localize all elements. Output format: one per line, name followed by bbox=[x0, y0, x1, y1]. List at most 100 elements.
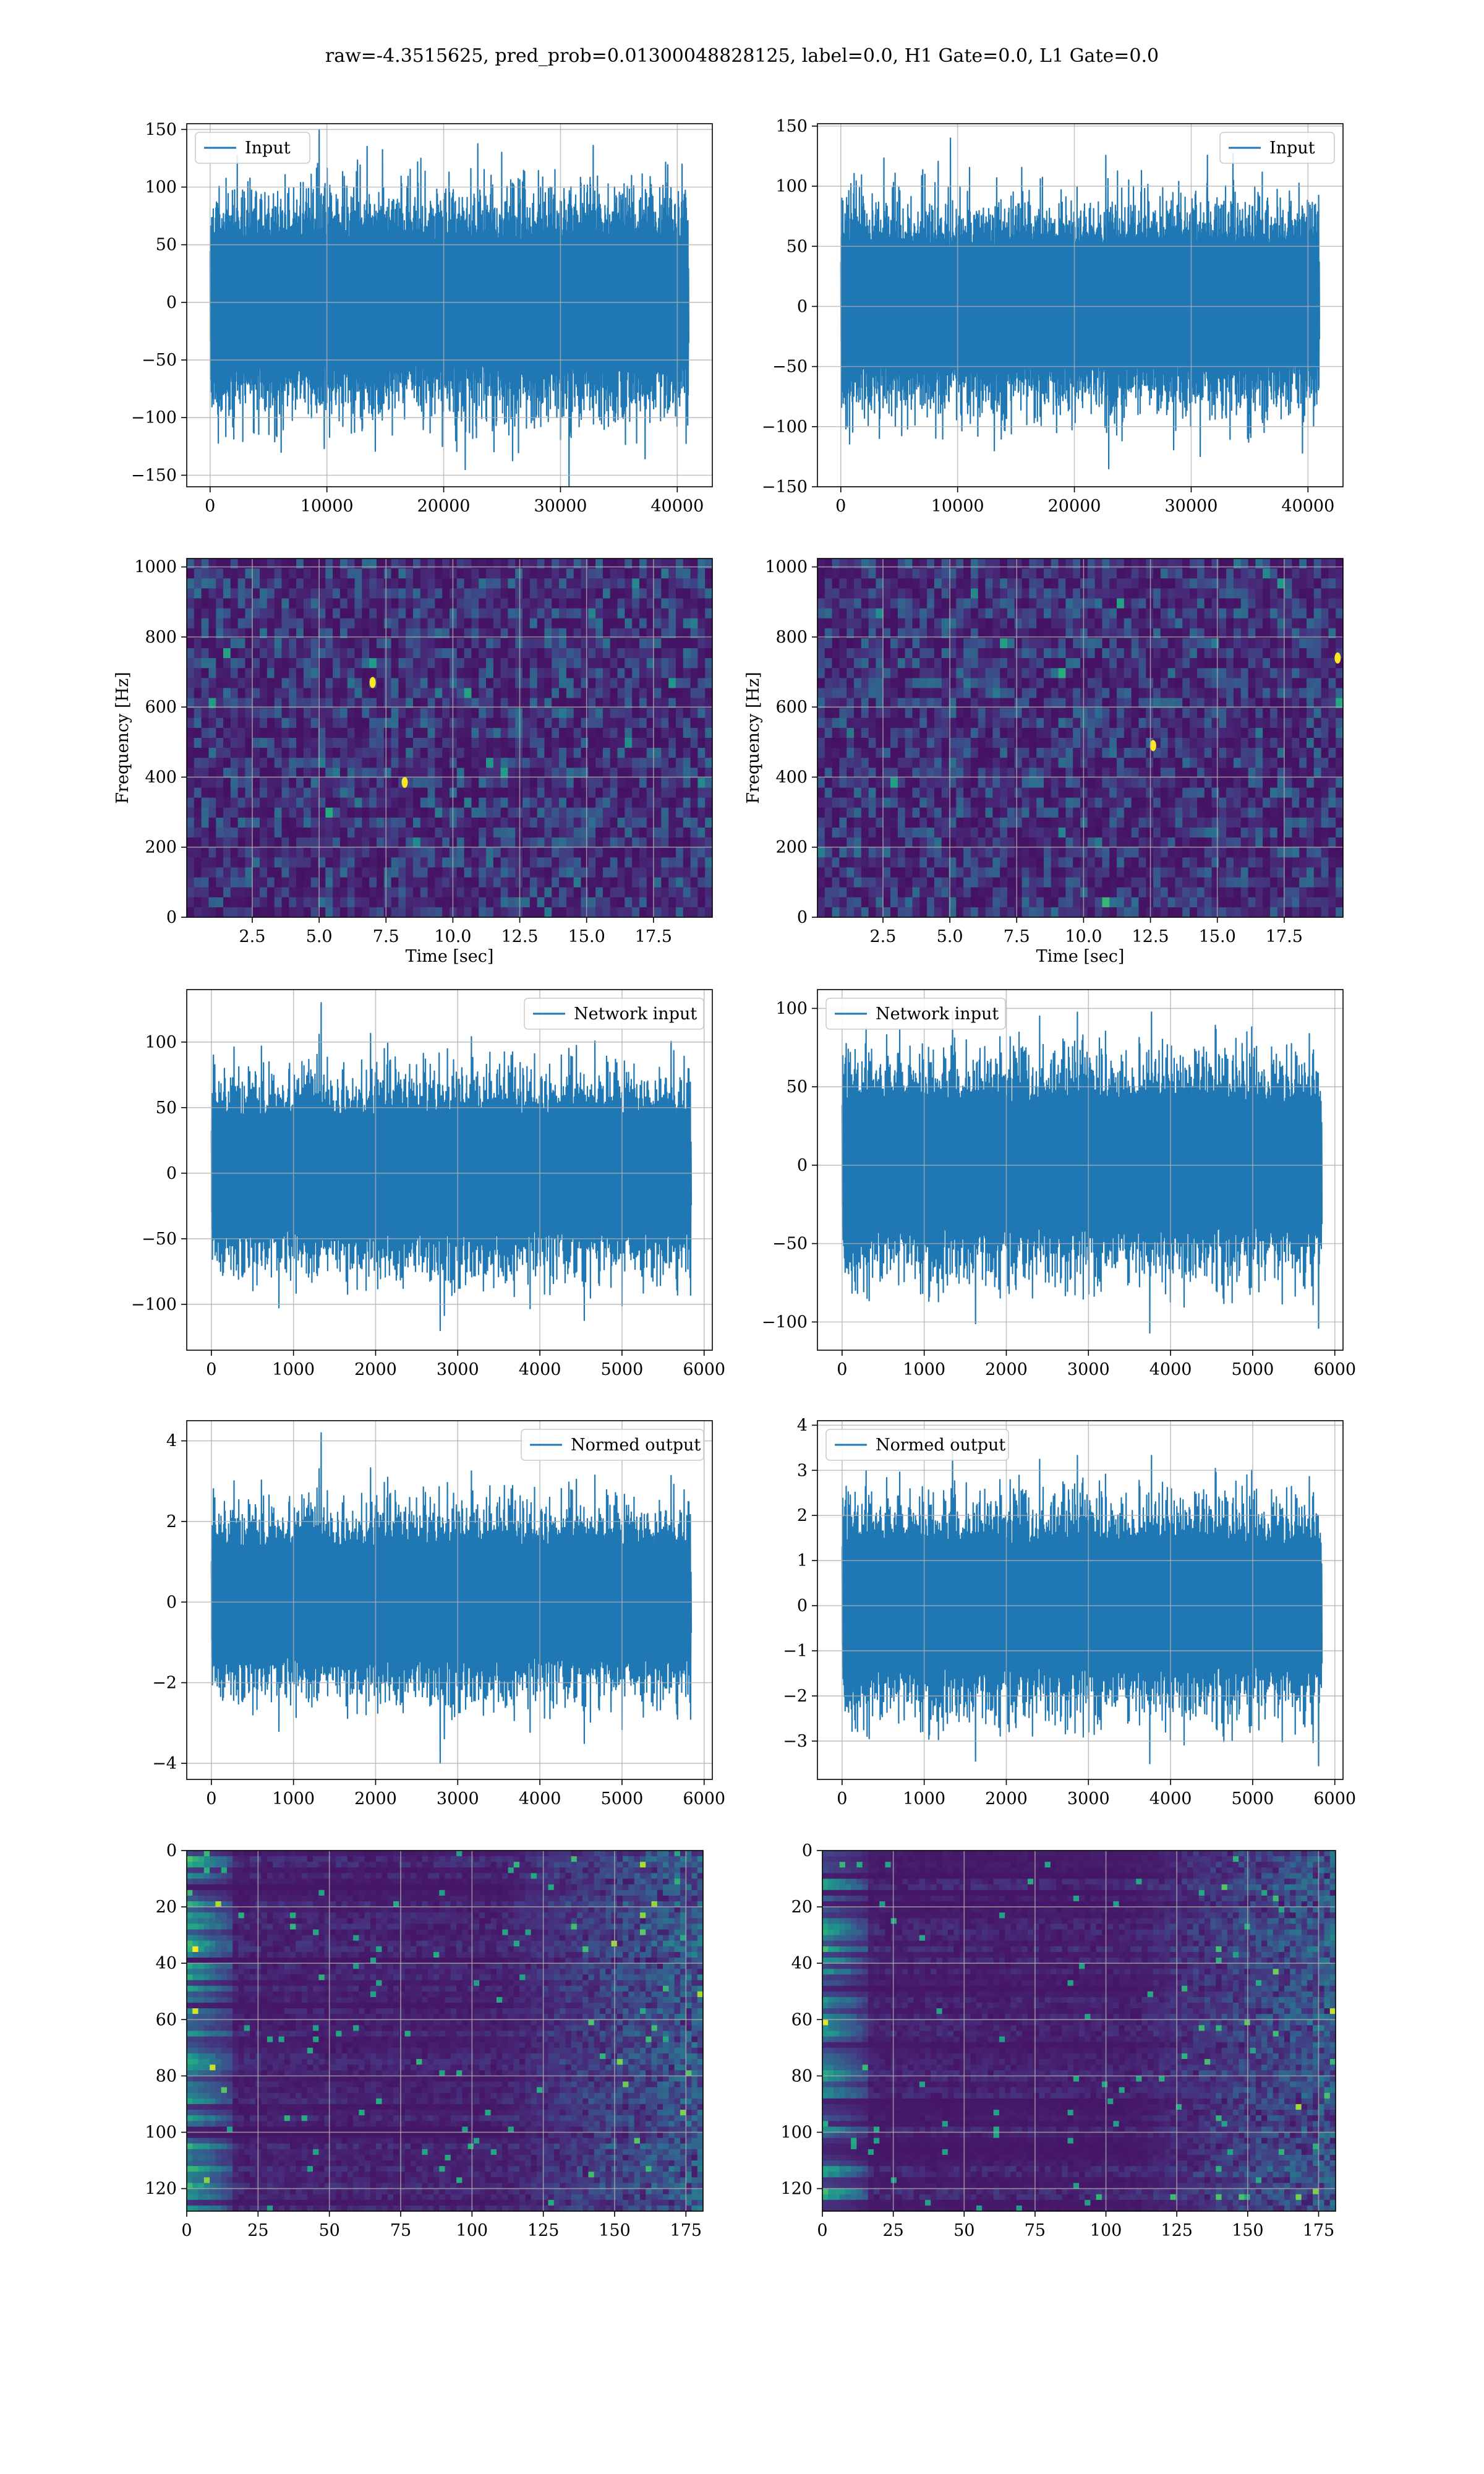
heatmap-cell bbox=[832, 837, 840, 848]
heatmap-cell bbox=[245, 598, 253, 609]
heatmap-cell bbox=[1277, 717, 1286, 729]
heatmap-cell bbox=[1196, 628, 1205, 639]
heatmap-cell bbox=[617, 847, 625, 858]
heatmap-cell bbox=[296, 568, 304, 579]
heatmap-cell bbox=[1263, 828, 1271, 838]
heatmap-cell bbox=[934, 568, 942, 579]
heatmap-cell bbox=[289, 678, 297, 689]
heatmap-cell bbox=[1102, 768, 1110, 779]
heatmap-cell bbox=[595, 717, 603, 729]
heatmap-cell bbox=[912, 648, 920, 659]
heatmap-cell bbox=[412, 787, 421, 798]
heatmap-cell bbox=[369, 588, 377, 599]
heatmap-cell bbox=[296, 867, 304, 878]
heatmap-cell bbox=[1087, 559, 1096, 569]
heatmap-cell bbox=[464, 758, 472, 768]
heatmap-cell bbox=[1182, 738, 1190, 748]
heatmap-cell bbox=[941, 828, 950, 838]
heatmap-cell bbox=[1043, 727, 1052, 738]
heatmap-cell bbox=[1292, 668, 1300, 678]
heatmap-cell bbox=[992, 738, 1000, 748]
heatmap-cell bbox=[376, 897, 385, 908]
heatmap-cell bbox=[310, 618, 319, 629]
heatmap-cell bbox=[824, 608, 833, 619]
heatmap-cell bbox=[1263, 717, 1271, 729]
heatmap-cell bbox=[1175, 648, 1183, 659]
heatmap-cell bbox=[420, 618, 429, 629]
heatmap-cell bbox=[646, 777, 655, 789]
heatmap-cell bbox=[537, 688, 545, 699]
heatmap-cell bbox=[274, 648, 283, 659]
heatmap-cell bbox=[883, 787, 891, 798]
heatmap-cell bbox=[354, 758, 362, 768]
heatmap-cell bbox=[245, 807, 253, 818]
heatmap-cell bbox=[661, 867, 669, 878]
heatmap-cell bbox=[486, 588, 494, 599]
heatmap-cell bbox=[992, 668, 1000, 678]
heatmap-cell bbox=[602, 748, 611, 758]
heatmap-cell bbox=[544, 598, 552, 609]
heatmap-cell bbox=[905, 717, 913, 729]
heatmap-cell bbox=[661, 668, 669, 678]
heatmap-cell bbox=[617, 698, 625, 709]
heatmap-cell bbox=[486, 867, 494, 878]
heatmap-cell bbox=[339, 688, 348, 699]
heatmap-cell bbox=[632, 698, 640, 709]
heatmap-cell bbox=[846, 727, 855, 738]
heatmap-cell bbox=[515, 688, 523, 699]
heatmap-cell bbox=[442, 768, 450, 779]
x-tick-label: 40000 bbox=[650, 497, 704, 516]
heatmap-cell bbox=[296, 698, 304, 709]
heatmap-cell bbox=[705, 608, 712, 619]
heatmap-cell bbox=[1160, 678, 1169, 689]
heatmap-cell bbox=[471, 787, 479, 798]
heatmap-cell bbox=[1299, 787, 1307, 798]
heatmap-cell bbox=[1299, 797, 1307, 808]
heatmap-cell bbox=[1117, 559, 1125, 569]
heatmap-cell bbox=[1102, 758, 1110, 768]
heatmap-cell bbox=[369, 787, 377, 798]
heatmap-cell bbox=[383, 807, 392, 818]
heatmap-cell bbox=[479, 787, 487, 798]
heatmap-cell bbox=[919, 708, 927, 719]
heatmap-cell bbox=[668, 648, 676, 659]
heatmap-cell bbox=[267, 559, 275, 569]
heatmap-cell bbox=[493, 559, 501, 569]
heatmap-cell bbox=[1117, 738, 1125, 748]
heatmap-cell bbox=[508, 717, 516, 729]
heatmap-cell bbox=[500, 748, 509, 758]
heatmap-cell bbox=[1094, 748, 1103, 758]
heatmap-cell bbox=[318, 887, 326, 898]
heatmap-cell bbox=[934, 717, 942, 729]
heatmap-cell bbox=[912, 598, 920, 609]
heatmap-cell bbox=[654, 768, 662, 779]
heatmap-cell bbox=[1043, 688, 1052, 699]
heatmap-cell bbox=[625, 797, 633, 808]
heatmap-cell bbox=[1021, 727, 1030, 738]
heatmap-cell bbox=[632, 828, 640, 838]
heatmap-cell bbox=[625, 837, 633, 848]
heatmap-cell bbox=[1263, 708, 1271, 719]
heatmap-cell bbox=[661, 598, 669, 609]
heatmap-cell bbox=[1021, 797, 1030, 808]
heatmap-cell bbox=[245, 828, 253, 838]
heatmap-cell bbox=[897, 738, 906, 748]
heatmap-cell bbox=[868, 727, 877, 738]
heatmap-cell bbox=[1087, 618, 1096, 629]
heatmap-cell bbox=[325, 897, 333, 908]
heatmap-cell bbox=[267, 727, 275, 738]
heatmap-cell bbox=[194, 678, 202, 689]
heatmap-cell bbox=[1328, 748, 1336, 758]
heatmap-cell bbox=[668, 907, 676, 917]
heatmap-cell bbox=[1182, 628, 1190, 639]
heatmap-cell bbox=[376, 797, 385, 808]
heatmap-cell bbox=[1087, 748, 1096, 758]
heatmap-cell bbox=[1306, 837, 1315, 848]
heatmap-cell bbox=[617, 797, 625, 808]
heatmap-cell bbox=[1160, 559, 1169, 569]
heatmap-cell bbox=[868, 797, 877, 808]
heatmap-cell bbox=[1226, 678, 1234, 689]
heatmap-cell bbox=[383, 598, 392, 609]
heatmap-cell bbox=[690, 768, 698, 779]
heatmap-cell bbox=[566, 668, 574, 678]
